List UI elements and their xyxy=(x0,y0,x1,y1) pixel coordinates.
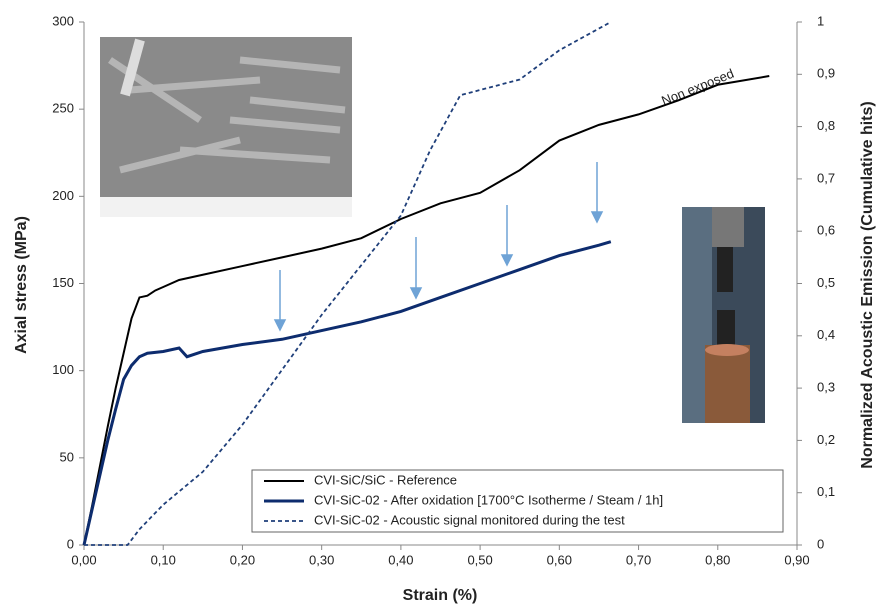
x-tick-label: 0,30 xyxy=(309,552,334,567)
series-line xyxy=(83,75,770,546)
y-tick-label: 150 xyxy=(52,275,74,290)
legend-label: CVI-SiC-02 - After oxidation [1700°C Iso… xyxy=(314,492,663,507)
y2-tick-label: 0,5 xyxy=(817,275,835,290)
y-tick-label: 200 xyxy=(52,188,74,203)
y2-tick-label: 1 xyxy=(817,13,824,28)
y2-axis-label: Normalized Acoustic Emission (Cumulative… xyxy=(859,101,876,468)
legend-label: CVI-SiC-02 - Acoustic signal monitored d… xyxy=(314,512,625,527)
x-tick-label: 0,00 xyxy=(71,552,96,567)
specimen-photo xyxy=(682,207,765,423)
annotation: Non exposed xyxy=(659,66,736,109)
x-tick-label: 0,10 xyxy=(151,552,176,567)
x-tick-label: 0,60 xyxy=(547,552,572,567)
y2-tick-label: 0,6 xyxy=(817,223,835,238)
y2-tick-label: 0,7 xyxy=(817,170,835,185)
y2-tick-label: 0,3 xyxy=(817,380,835,395)
x-tick-label: 0,50 xyxy=(467,552,492,567)
y-axis-label: Axial stress (MPa) xyxy=(13,216,30,354)
x-tick-label: 0,20 xyxy=(230,552,255,567)
y2-tick-label: 0,1 xyxy=(817,484,835,499)
y2-tick-label: 0,4 xyxy=(817,327,835,342)
x-tick-label: 0,90 xyxy=(784,552,809,567)
series-line xyxy=(84,21,612,546)
arrows xyxy=(273,162,604,332)
legend-label: CVI-SiC/SiC - Reference xyxy=(314,472,457,487)
x-tick-label: 0,70 xyxy=(626,552,651,567)
y2-tick-label: 0 xyxy=(817,536,824,551)
y-tick-label: 300 xyxy=(52,13,74,28)
y-tick-label: 100 xyxy=(52,362,74,377)
y-tick-label: 0 xyxy=(67,536,74,551)
x-axis-label: Strain (%) xyxy=(403,587,478,604)
y-tick-label: 250 xyxy=(52,101,74,116)
y2-tick-label: 0,2 xyxy=(817,432,835,447)
y2-tick-label: 0,8 xyxy=(817,118,835,133)
y2-tick-label: 0,9 xyxy=(817,66,835,81)
y-tick-label: 50 xyxy=(60,449,74,464)
series-line xyxy=(82,240,612,546)
x-tick-label: 0,80 xyxy=(705,552,730,567)
x-tick-label: 0,40 xyxy=(388,552,413,567)
sem-image xyxy=(100,37,352,217)
legend-box xyxy=(251,469,784,533)
